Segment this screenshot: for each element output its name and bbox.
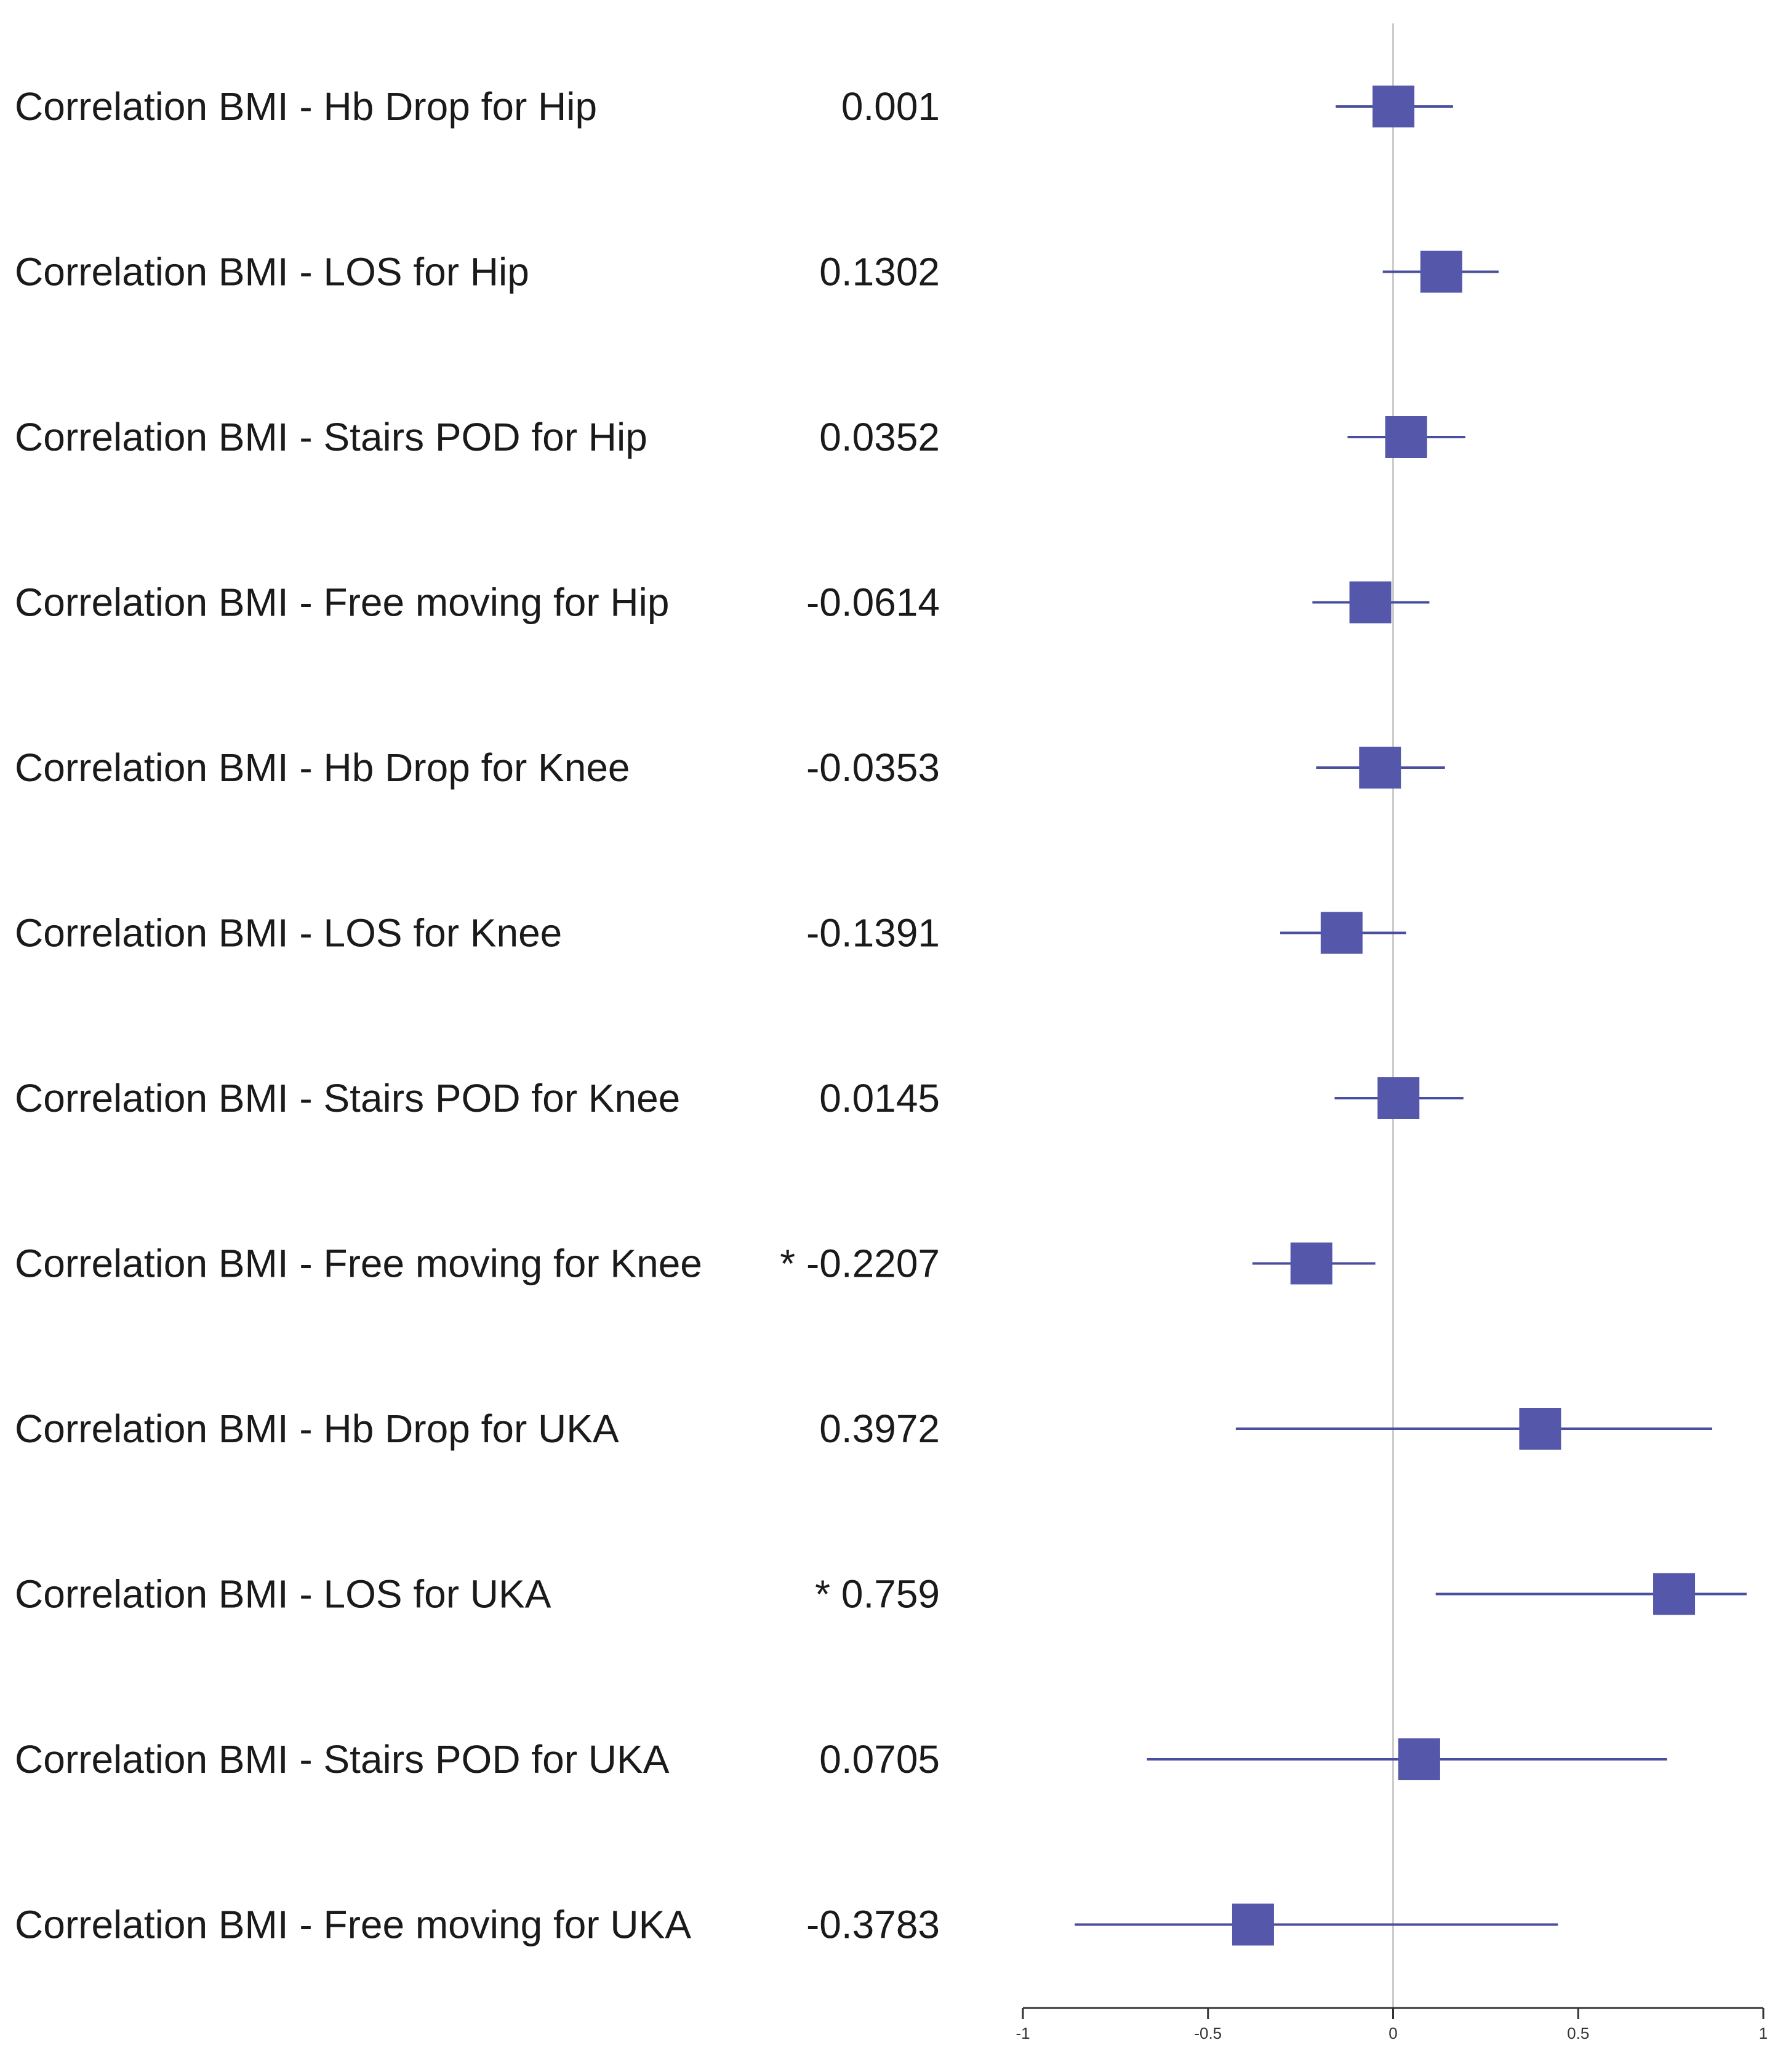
x-tick-label: 0 (1388, 2024, 1397, 2042)
estimate-marker (1320, 912, 1363, 954)
x-tick-label: 0.5 (1567, 2024, 1589, 2042)
row-value: 0.1302 (819, 250, 940, 294)
row-label: Correlation BMI - Free moving for UKA (15, 1903, 691, 1947)
row-label: Correlation BMI - Stairs POD for Knee (15, 1076, 680, 1120)
estimate-marker (1377, 1077, 1420, 1119)
row-label: Correlation BMI - Hb Drop for Hip (15, 84, 597, 129)
row-value: 0.0705 (819, 1737, 940, 1781)
forest-row: Correlation BMI - Hb Drop for Hip 0.001 (15, 84, 1453, 129)
row-label: Correlation BMI - Free moving for Hip (15, 580, 669, 625)
row-label: Correlation BMI - LOS for Hip (15, 250, 529, 294)
row-label: Correlation BMI - LOS for Knee (15, 911, 562, 955)
forest-row: Correlation BMI - LOS for UKA * 0.759 (15, 1572, 1747, 1616)
forest-row: Correlation BMI - Stairs POD for UKA 0.07… (15, 1737, 1667, 1781)
row-label: Correlation BMI - Free moving for Knee (15, 1242, 702, 1286)
row-value: 0.0352 (819, 415, 940, 459)
x-tick-label: 1 (1759, 2024, 1768, 2042)
estimate-marker (1653, 1573, 1696, 1615)
row-value: 0.3972 (819, 1407, 940, 1451)
row-value: * 0.759 (815, 1572, 940, 1616)
estimate-marker (1232, 1903, 1274, 1946)
estimate-marker (1359, 747, 1401, 789)
row-value: -0.3783 (806, 1903, 940, 1947)
forest-row: Correlation BMI - Stairs POD for Knee 0.0… (15, 1076, 1464, 1120)
estimate-marker (1290, 1242, 1332, 1285)
x-tick-label: -1 (1016, 2024, 1030, 2042)
estimate-marker (1385, 416, 1427, 458)
forest-row: Correlation BMI - Free moving for UKA -0.… (15, 1903, 1558, 1947)
estimate-marker (1398, 1738, 1440, 1780)
forest-row: Correlation BMI - LOS for Hip 0.1302 (15, 250, 1499, 294)
forest-row: Correlation BMI - Hb Drop for UKA 0.3972 (15, 1407, 1712, 1451)
forest-row: Correlation BMI - Hb Drop for Knee -0.035… (15, 745, 1445, 790)
row-label: Correlation BMI - Hb Drop for Knee (15, 745, 630, 790)
row-value: -0.0353 (806, 745, 940, 790)
row-value: -0.1391 (806, 911, 940, 955)
row-value: 0.001 (841, 84, 940, 129)
row-label: Correlation BMI - Stairs POD for UKA (15, 1737, 670, 1781)
row-label: Correlation BMI - LOS for UKA (15, 1572, 551, 1616)
estimate-marker (1349, 581, 1392, 624)
forest-row: Correlation BMI - Free moving for Hip -0.… (15, 580, 1430, 625)
forest-row: Correlation BMI - Free moving for Knee * … (15, 1242, 1376, 1286)
row-label: Correlation BMI - Stairs POD for Hip (15, 415, 647, 459)
row-value: -0.0614 (806, 580, 940, 625)
row-label: Correlation BMI - Hb Drop for UKA (15, 1407, 619, 1451)
x-tick-label: -0.5 (1194, 2024, 1222, 2042)
row-value: 0.0145 (819, 1076, 940, 1120)
estimate-marker (1420, 251, 1462, 293)
row-value: * -0.2207 (780, 1242, 940, 1286)
x-axis: -1 -0.5 0 0.5 1 (1016, 2007, 1768, 2042)
forest-row: Correlation BMI - LOS for Knee -0.1391 (15, 911, 1406, 955)
rows-layer: Correlation BMI - Hb Drop for Hip 0.001Co… (15, 23, 1747, 2008)
estimate-marker (1372, 86, 1415, 127)
estimate-marker (1519, 1408, 1561, 1450)
forest-row: Correlation BMI - Stairs POD for Hip 0.03… (15, 415, 1465, 459)
